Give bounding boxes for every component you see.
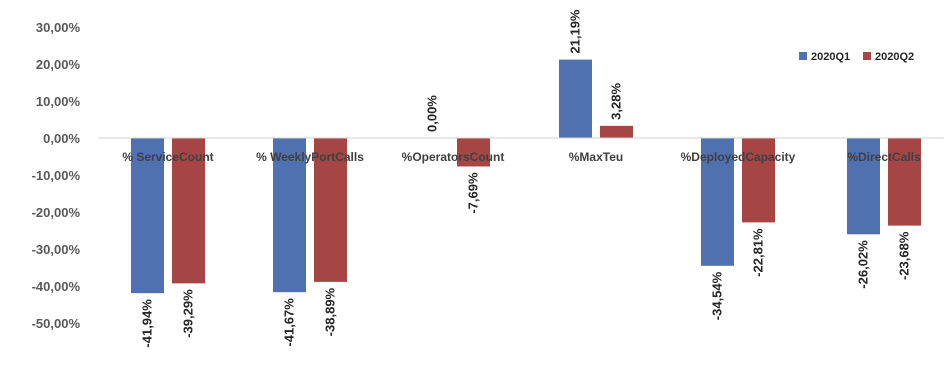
legend-swatch-2020q2	[863, 52, 871, 60]
data-label-2020q1-5: -26,02%	[856, 240, 871, 289]
data-label-2020q1-1: -41,67%	[282, 298, 297, 347]
bar-2020q1-0	[131, 138, 164, 294]
category-label: % ServiceCount	[122, 150, 213, 164]
bars	[131, 59, 921, 294]
y-tick-label: 20,00%	[36, 57, 81, 72]
data-label-2020q2-1: -38,89%	[323, 287, 338, 336]
legend-label-2020q1: 2020Q1	[811, 51, 850, 63]
category-label: %DeployedCapacity	[681, 150, 796, 164]
bar-2020q2-4	[742, 138, 775, 223]
category-label: %MaxTeu	[569, 150, 623, 164]
y-tick-label: -10,00%	[32, 168, 81, 183]
y-axis: 30,00% 20,00% 10,00% 0,00% -10,00% -20,00% -30…	[32, 20, 81, 331]
data-label-2020q1-2: 0,00%	[425, 95, 440, 132]
bar-2020q2-2	[457, 138, 490, 167]
category-label: %DirectCalls	[847, 150, 921, 164]
bar-2020q2-1	[314, 138, 347, 282]
category-labels: % ServiceCount % WeeklyPortCalls %Operator…	[122, 150, 921, 164]
bar-2020q1-4	[701, 138, 734, 266]
legend-swatch-2020q1	[799, 52, 807, 60]
bar-2020q1-1	[273, 138, 306, 293]
bar-2020q2-3	[600, 125, 633, 138]
legend: 2020Q1 2020Q2	[799, 51, 914, 63]
y-tick-label: -50,00%	[32, 316, 81, 331]
data-label-2020q2-4: -22,81%	[751, 228, 766, 277]
data-label-2020q2-3: 3,28%	[609, 83, 624, 120]
data-label-2020q2-2: -7,69%	[466, 172, 481, 214]
data-label-2020q1-3: 21,19%	[568, 9, 583, 54]
y-tick-label: 30,00%	[36, 20, 81, 35]
data-label-2020q2-0: -39,29%	[181, 289, 196, 338]
bar-2020q2-0	[172, 138, 205, 284]
y-tick-label: 0,00%	[43, 131, 80, 146]
data-label-2020q1-0: -41,94%	[140, 299, 155, 348]
data-labels: -41,94% -41,67% 0,00% 21,19% -34,54% -26,02% -…	[140, 9, 912, 348]
bar-2020q1-3	[559, 59, 592, 138]
category-label: %OperatorsCount	[402, 150, 505, 164]
y-tick-label: -30,00%	[32, 242, 81, 257]
bar-2020q1-5	[847, 138, 880, 235]
data-label-2020q2-5: -23,68%	[897, 231, 912, 280]
y-tick-label: -20,00%	[32, 205, 81, 220]
y-tick-label: -40,00%	[32, 279, 81, 294]
category-label: % WeeklyPortCalls	[256, 150, 364, 164]
data-label-2020q1-4: -34,54%	[710, 271, 725, 320]
bar-2020q2-5	[888, 138, 921, 226]
legend-label-2020q2: 2020Q2	[875, 51, 914, 63]
y-tick-label: 10,00%	[36, 94, 81, 109]
